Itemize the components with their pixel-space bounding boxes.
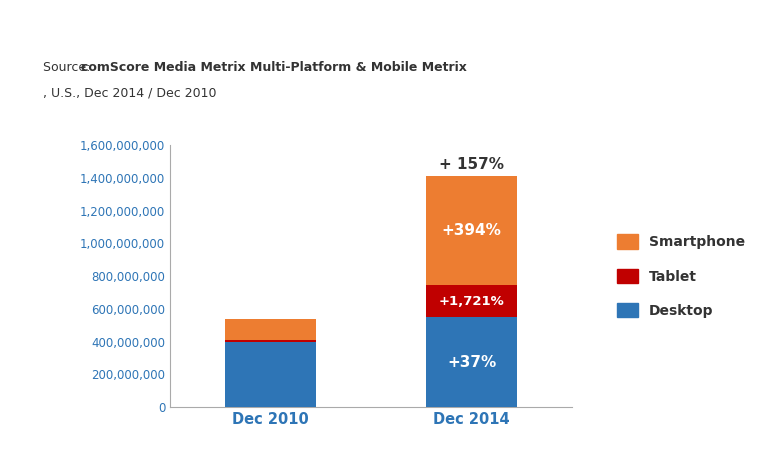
Bar bbox=[226, 340, 315, 342]
Bar bbox=[427, 285, 517, 317]
Text: +37%: +37% bbox=[447, 355, 496, 370]
Bar bbox=[427, 176, 517, 285]
Text: + 157%: + 157% bbox=[439, 157, 504, 172]
Text: +394%: +394% bbox=[441, 223, 502, 238]
Bar bbox=[226, 319, 315, 340]
Text: Total Digital Media Time Spent by Platform: Total Digital Media Time Spent by Platfo… bbox=[159, 17, 614, 37]
Text: +1,721%: +1,721% bbox=[438, 294, 505, 307]
Bar bbox=[226, 342, 315, 407]
Bar bbox=[427, 317, 517, 407]
Text: , U.S., Dec 2014 / Dec 2010: , U.S., Dec 2014 / Dec 2010 bbox=[43, 87, 216, 100]
Text: Source:: Source: bbox=[43, 61, 94, 74]
Legend: Smartphone, Tablet, Desktop: Smartphone, Tablet, Desktop bbox=[611, 229, 751, 323]
Text: comScore Media Metrix Multi-Platform & Mobile Metrix: comScore Media Metrix Multi-Platform & M… bbox=[81, 61, 467, 74]
